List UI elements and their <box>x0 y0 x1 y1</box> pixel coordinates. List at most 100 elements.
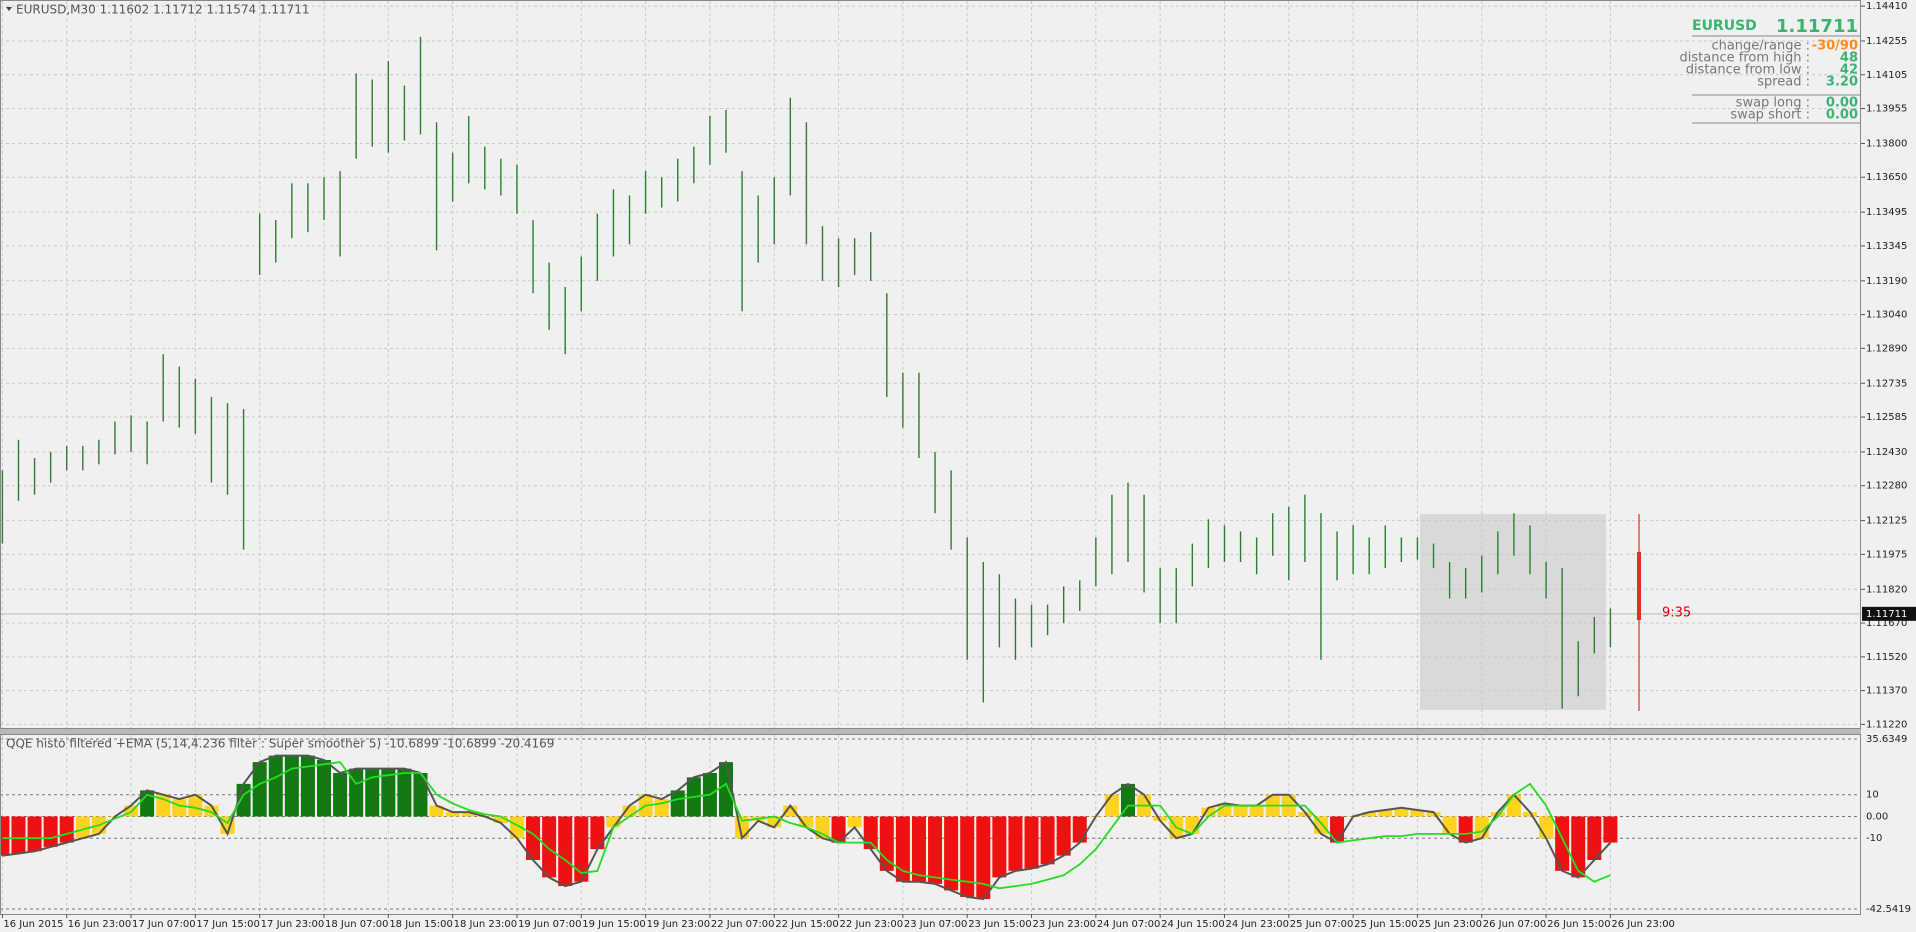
histogram-bar <box>526 816 541 860</box>
histogram-bar <box>300 755 315 817</box>
x-tick-label: 24 Jun 23:00 <box>1225 919 1289 930</box>
x-tick-label: 19 Jun 07:00 <box>518 919 582 930</box>
indicator-title: QQE histo filtered +EMA (5,14,4.236 filt… <box>6 737 554 751</box>
info-label: swap long : <box>1736 96 1810 111</box>
histogram-bar <box>333 772 348 817</box>
y-tick-label: 1.11975 <box>1866 549 1907 560</box>
histogram-bar <box>381 768 396 817</box>
histogram-bar <box>911 816 926 882</box>
bar-timer: 9:35 <box>1662 606 1691 621</box>
histogram-bar <box>75 816 90 839</box>
x-tick-label: 22 Jun 23:00 <box>840 919 904 930</box>
last-price-box <box>1862 606 1916 621</box>
histogram-bar <box>1056 816 1071 856</box>
info-value: 3.20 <box>1826 75 1858 90</box>
histogram-bar <box>622 805 637 817</box>
x-tick-label: 18 Jun 15:00 <box>389 919 453 930</box>
x-tick-label: 16 Jun 23:00 <box>68 919 132 930</box>
x-tick-label: 24 Jun 07:00 <box>1097 919 1161 930</box>
histogram-bar <box>284 755 299 817</box>
histogram-bar <box>172 799 187 817</box>
session-box <box>1420 514 1606 710</box>
histogram-bar <box>268 755 283 817</box>
info-price: 1.11711 <box>1776 16 1858 37</box>
histogram-bar <box>1539 816 1554 839</box>
histogram-bar <box>413 772 428 817</box>
x-tick-label: 19 Jun 23:00 <box>647 919 711 930</box>
histogram-bar <box>1104 794 1119 817</box>
y-tick-label: 10 <box>1866 790 1879 801</box>
histogram-bar <box>1394 807 1409 817</box>
histogram-bar <box>252 762 267 817</box>
info-value: 0.00 <box>1826 96 1858 111</box>
histogram-bar <box>59 816 74 843</box>
y-tick-label: 1.14410 <box>1866 1 1907 12</box>
histogram-bar <box>1153 816 1168 821</box>
histogram-bar <box>188 794 203 817</box>
x-tick-label: 18 Jun 07:00 <box>325 919 389 930</box>
histogram-bar <box>1217 803 1232 817</box>
histogram-bar <box>1330 816 1345 843</box>
x-tick-label: 17 Jun 15:00 <box>196 919 260 930</box>
histogram-bar <box>606 816 621 828</box>
y-tick-label: 1.11370 <box>1866 686 1907 697</box>
y-tick-label: 1.13800 <box>1866 138 1907 149</box>
histogram-bar <box>1442 816 1457 834</box>
y-tick-label: 1.11520 <box>1866 652 1907 663</box>
info-value: 42 <box>1840 63 1858 78</box>
y-tick-label: 35.6349 <box>1866 734 1907 745</box>
x-tick-label: 23 Jun 07:00 <box>904 919 968 930</box>
histogram-bar <box>895 816 910 882</box>
histogram-bar <box>1587 816 1602 860</box>
y-tick-label: 1.11820 <box>1866 584 1907 595</box>
y-tick-label: 1.11220 <box>1866 719 1907 730</box>
x-tick-label: 25 Jun 23:00 <box>1418 919 1482 930</box>
histogram-bar <box>27 816 42 852</box>
y-tick-label: 1.13495 <box>1866 207 1907 218</box>
menu-arrow[interactable] <box>6 7 12 11</box>
y-tick-label: 1.12735 <box>1866 378 1907 389</box>
info-label: distance from high : <box>1680 51 1810 66</box>
candle-projection-body <box>1637 552 1641 620</box>
histogram-bar <box>1313 816 1328 834</box>
info-symbol: EURUSD <box>1692 18 1757 34</box>
back-layer <box>1420 514 1606 710</box>
info-value: -30/90 <box>1812 39 1858 54</box>
histogram-bar <box>509 816 524 839</box>
info-label: spread : <box>1757 75 1810 90</box>
y-tick-label: 0.00 <box>1866 811 1888 822</box>
y-tick-label: 1.13955 <box>1866 104 1907 115</box>
y-tick-label: 1.14255 <box>1866 36 1907 47</box>
histogram-bar <box>1121 783 1135 817</box>
y-tick-label: 1.12430 <box>1866 447 1907 458</box>
last-price-label: 1.11711 <box>1866 609 1907 620</box>
histogram-bar <box>976 816 991 900</box>
histogram-bar <box>1008 816 1023 871</box>
info-label: change/range : <box>1711 39 1810 54</box>
histogram-bar <box>1297 812 1312 817</box>
histogram-bar <box>1490 812 1505 817</box>
x-tick-label: 25 Jun 15:00 <box>1354 919 1418 930</box>
y-tick-label: -10 <box>1866 833 1882 844</box>
histogram-bar <box>847 816 862 828</box>
histogram-bar <box>1523 812 1537 817</box>
histogram-bar <box>1458 816 1473 843</box>
histogram-bar <box>1410 809 1425 817</box>
info-panel: EURUSD 1.11711 change/range : -30/90dista… <box>1680 16 1860 124</box>
histogram-bar <box>992 816 1007 878</box>
histogram-bar <box>1378 809 1393 817</box>
info-value: 48 <box>1840 51 1858 66</box>
x-tick-label: 26 Jun 15:00 <box>1547 919 1611 930</box>
histogram-bar <box>831 816 846 843</box>
info-label: distance from low : <box>1686 63 1810 78</box>
histogram-bar <box>429 805 444 817</box>
y-tick-label: 1.12890 <box>1866 343 1907 354</box>
histogram-bar <box>140 790 155 817</box>
main-panel-border <box>0 0 1861 729</box>
y-tick-label: 1.13345 <box>1866 241 1907 252</box>
y-tick-label: 1.13040 <box>1866 310 1907 321</box>
x-tick-label: 26 Jun 23:00 <box>1611 919 1675 930</box>
y-tick-label: 1.11670 <box>1866 618 1907 629</box>
